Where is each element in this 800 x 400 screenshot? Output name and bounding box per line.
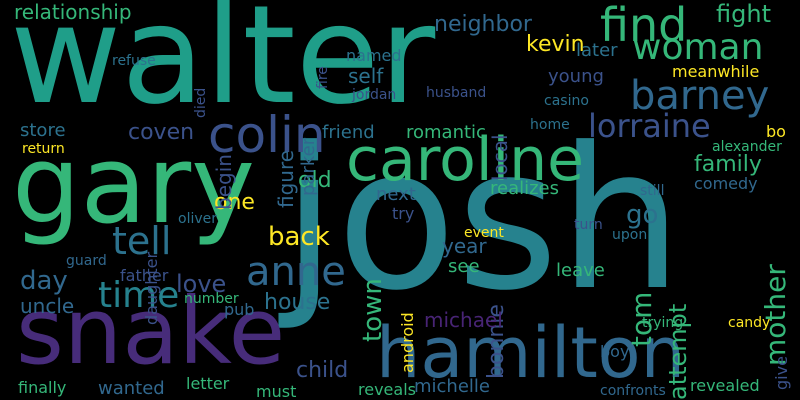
cloud-word: anne (246, 249, 346, 295)
cloud-word: tell (112, 219, 172, 263)
cloud-word: daughter (142, 251, 161, 325)
cloud-word: begin (212, 154, 236, 210)
cloud-word: family (694, 152, 762, 177)
cloud-word: friend (322, 122, 375, 143)
cloud-word: candy (728, 315, 771, 331)
cloud-word: fight (716, 0, 771, 28)
cloud-word: number (184, 291, 239, 307)
cloud-word: young (548, 66, 604, 87)
cloud-word: figure (274, 149, 298, 208)
cloud-word: relationship (14, 0, 132, 24)
cloud-word: local (488, 134, 512, 181)
cloud-word: meanwhile (672, 62, 760, 81)
cloud-word: back (268, 222, 330, 252)
cloud-word: woman (632, 27, 764, 68)
cloud-word: must (256, 382, 297, 400)
cloud-word: boy (600, 342, 630, 361)
cloud-word: finally (18, 378, 67, 397)
cloud-word: trying (642, 315, 684, 331)
cloud-word: kevin (526, 32, 585, 57)
cloud-word: android (398, 312, 417, 373)
cloud-word: later (576, 40, 618, 61)
cloud-word: revealed (690, 376, 760, 395)
cloud-word: home (530, 117, 570, 133)
cloud-word: parker (298, 137, 319, 196)
cloud-word: still (640, 183, 665, 199)
cloud-word: died (193, 87, 209, 118)
cloud-word: husband (426, 85, 487, 101)
cloud-word: colin (208, 106, 326, 164)
cloud-word: wanted (98, 378, 165, 399)
cloud-word: old (298, 168, 332, 193)
cloud-word: turn (574, 217, 603, 233)
cloud-word: upon (612, 227, 648, 243)
cloud-word: gary (12, 123, 256, 248)
cloud-word: jordan (352, 87, 397, 103)
cloud-word: fire (315, 66, 331, 89)
cloud-word: pub (224, 300, 255, 319)
cloud-word: try (392, 204, 415, 223)
cloud-word: barney (630, 73, 770, 119)
cloud-word: casino (544, 93, 589, 109)
cloud-word: father (120, 266, 169, 285)
cloud-word: romantic (406, 122, 486, 143)
cloud-word: josh (282, 106, 683, 334)
cloud-word: year (442, 234, 487, 258)
cloud-word: walter (10, 0, 436, 135)
cloud-word: alexander (712, 139, 782, 155)
cloud-word: town (358, 278, 388, 342)
cloud-word: love (176, 270, 227, 298)
cloud-word: guard (66, 253, 107, 269)
cloud-word: neighbor (434, 12, 532, 37)
cloud-word: leave (556, 260, 605, 281)
cloud-word: named (346, 46, 402, 65)
cloud-word: give (772, 356, 791, 390)
cloud-word: time (98, 275, 180, 316)
cloud-word: coven (128, 120, 195, 145)
cloud-word: go (626, 200, 659, 230)
cloud-word: bo (766, 122, 786, 141)
cloud-word: return (22, 141, 65, 157)
cloud-word: house (264, 290, 331, 315)
cloud-word: realizes (490, 178, 560, 199)
cloud-word: day (20, 266, 68, 296)
cloud-word: letter (186, 374, 230, 393)
cloud-word: comedy (694, 174, 758, 193)
cloud-word: see (448, 256, 480, 277)
cloud-word: find (600, 0, 688, 52)
cloud-word: lorraine (588, 107, 711, 145)
cloud-word: uncle (20, 294, 75, 318)
cloud-word: michelle (414, 376, 490, 397)
cloud-word: one (214, 190, 255, 215)
cloud-word: next (376, 184, 416, 205)
cloud-word: confronts (600, 383, 666, 399)
cloud-word: michael (424, 308, 503, 332)
cloud-word: child (296, 358, 349, 383)
cloud-word: hamilton (376, 312, 685, 394)
cloud-word: self (348, 64, 384, 88)
cloud-word: caroline (346, 125, 585, 195)
cloud-word: refuse (112, 53, 156, 69)
cloud-word: oliver (178, 211, 217, 227)
cloud-word: event (464, 225, 504, 241)
cloud-word: store (20, 120, 66, 141)
cloud-word: reveals (358, 380, 416, 399)
cloud-word: snake (16, 278, 286, 385)
